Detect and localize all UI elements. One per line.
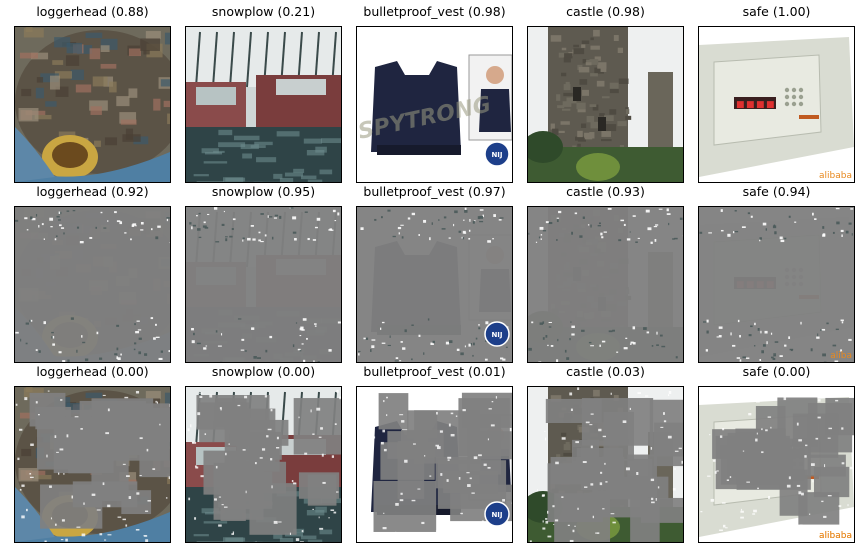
safe-photo: ■ ■ ■ ■alibaba [699, 27, 854, 182]
cell-title: castle (0.93) [566, 184, 645, 199]
image-frame: NIJ [356, 386, 513, 543]
image-frame: SPYTRONG NIJ [356, 26, 513, 183]
cell-title: bulletproof_vest (0.01) [363, 364, 506, 379]
image-frame [14, 206, 171, 363]
nij-badge-icon: NIJ [484, 501, 510, 527]
bulletproof-vest-photo: NIJ [357, 207, 512, 362]
castle-tower-photo [528, 207, 683, 362]
safe-photo: ■■■■alibaaliba [699, 207, 854, 362]
castle-tower-photo [528, 27, 683, 182]
image-frame [185, 206, 342, 363]
cell-title: snowplow (0.21) [211, 4, 316, 19]
cell-title: castle (0.03) [566, 364, 645, 379]
svg-text:NIJ: NIJ [491, 331, 502, 339]
svg-text:■: ■ [756, 100, 765, 110]
snowplow-trucks-photo [186, 207, 341, 362]
image-frame [185, 386, 342, 543]
image-frame [527, 206, 684, 363]
loggerhead-turtle-photo [15, 27, 170, 182]
cell-title: snowplow (0.95) [211, 184, 316, 199]
svg-text:NIJ: NIJ [491, 151, 502, 159]
svg-text:■: ■ [736, 100, 745, 110]
svg-text:■: ■ [766, 100, 775, 110]
cell-title: loggerhead (0.88) [36, 4, 149, 19]
image-frame: ■■■■alibaaliba [698, 206, 855, 363]
loggerhead-turtle-photo [15, 387, 170, 542]
image-frame: NIJ [356, 206, 513, 363]
watermark-text: aliba [830, 351, 852, 361]
image-frame: ■ ■ ■ ■ alibaba [698, 26, 855, 183]
watermark-text: alibaba [819, 531, 852, 541]
cell-title: safe (1.00) [742, 4, 811, 19]
snowplow-trucks-photo [186, 27, 341, 182]
cell-title: safe (0.00) [742, 364, 811, 379]
bulletproof-vest-photo: NIJ [357, 387, 512, 542]
cell-title: loggerhead (0.00) [36, 364, 149, 379]
image-frame [14, 386, 171, 543]
image-frame [527, 386, 684, 543]
watermark-text: alibaba [819, 171, 852, 181]
cell-title: bulletproof_vest (0.98) [363, 4, 506, 19]
snowplow-trucks-photo [186, 387, 341, 542]
svg-text:■: ■ [746, 100, 755, 110]
image-frame [185, 26, 342, 183]
svg-text:NIJ: NIJ [491, 511, 502, 519]
cell-title: safe (0.94) [742, 184, 811, 199]
image-frame [14, 26, 171, 183]
cell-title: castle (0.98) [566, 4, 645, 19]
watermark-text: alibaba [819, 531, 852, 541]
castle-tower-photo [528, 387, 683, 542]
cell-title: snowplow (0.00) [211, 364, 316, 379]
cell-title: bulletproof_vest (0.97) [363, 184, 506, 199]
cell-title: loggerhead (0.92) [36, 184, 149, 199]
nij-badge-icon: NIJ [484, 141, 510, 167]
loggerhead-turtle-photo [15, 207, 170, 362]
image-frame [527, 26, 684, 183]
nij-badge-icon: NIJ [484, 321, 510, 347]
